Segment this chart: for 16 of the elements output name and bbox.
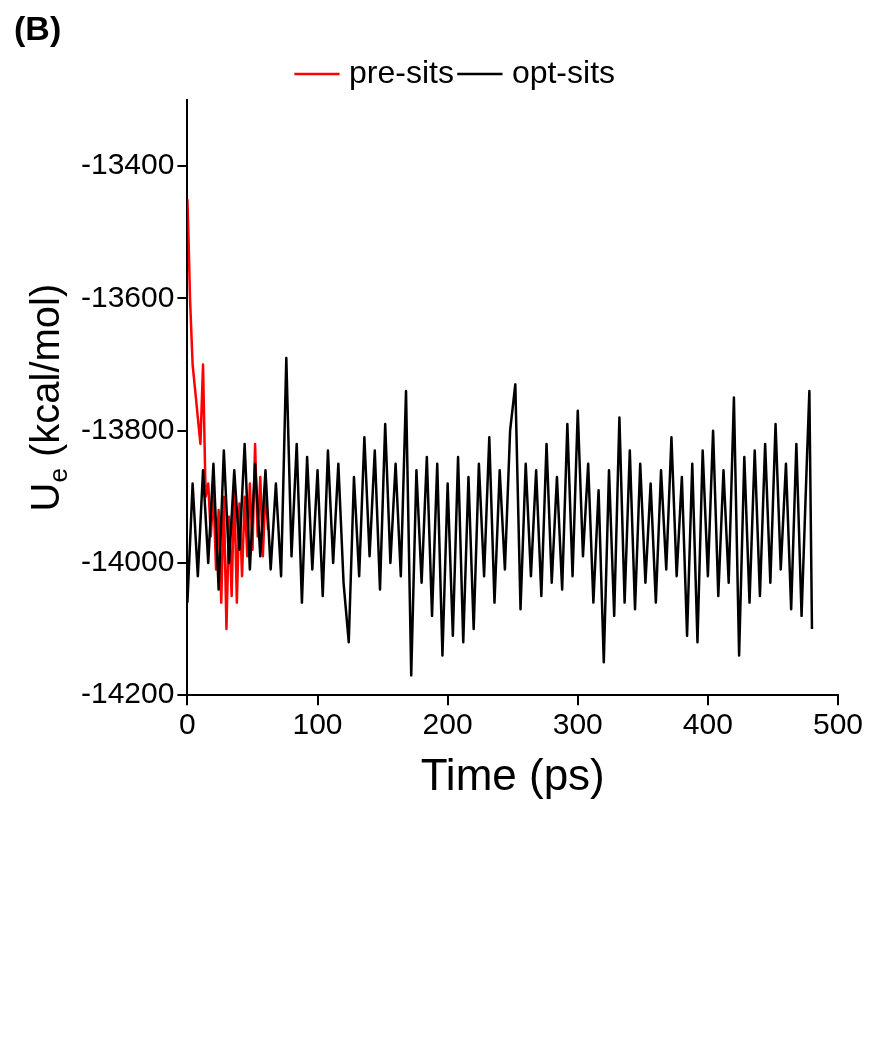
legend-label: opt-sits (511, 53, 616, 90)
y-tick-label: -13800 (80, 411, 175, 445)
x-tick-label: 0 (179, 707, 196, 741)
x-tick-label: 400 (682, 707, 733, 741)
y-tick-label: -14200 (80, 676, 175, 710)
y-tick-label: -14000 (80, 544, 175, 578)
legend-label: pre-sits (348, 53, 454, 90)
x-tick-label: 500 (812, 707, 864, 741)
x-tick-label: 300 (552, 707, 603, 741)
text: (B) (14, 9, 62, 48)
x-tick-label: 200 (422, 707, 473, 741)
x-tick-label: 100 (292, 707, 343, 741)
y-axis-title: Ue (kcal/mol) (23, 283, 74, 512)
y-tick-label: -13400 (80, 147, 175, 181)
y-tick-label: -13600 (80, 279, 175, 313)
x-axis-title: Time (ps) (420, 749, 605, 799)
